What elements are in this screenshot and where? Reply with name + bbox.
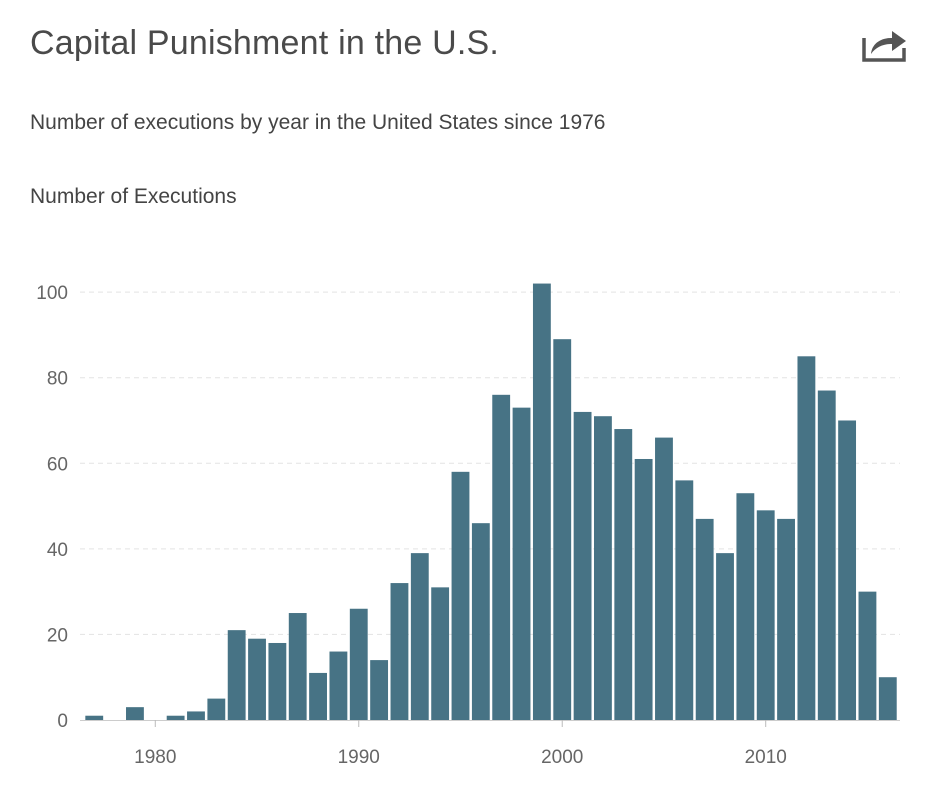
bar-1995[interactable] [451, 471, 470, 720]
y-axis-label: Number of Executions [30, 185, 237, 208]
bar-2002[interactable] [594, 416, 612, 720]
x-tick-label: 1990 [338, 747, 380, 768]
bar-2003[interactable] [614, 429, 633, 720]
bar-1991[interactable] [370, 660, 389, 720]
y-tick-label: 0 [57, 711, 68, 732]
bar-1984[interactable] [227, 630, 246, 720]
grid-lines [80, 291, 900, 635]
bar-1999[interactable] [532, 283, 551, 720]
bar-1997[interactable] [492, 394, 511, 720]
bar-2016[interactable] [878, 677, 897, 720]
bar-2015[interactable] [858, 591, 877, 720]
y-tick-label: 60 [47, 454, 68, 475]
bar-1993[interactable] [410, 553, 429, 720]
bar-1979[interactable] [126, 707, 144, 720]
bar-1996[interactable] [471, 523, 490, 720]
y-tick-label: 20 [47, 625, 68, 646]
bar-2012[interactable] [797, 356, 816, 720]
share-icon [862, 31, 906, 62]
bar-1988[interactable] [309, 672, 327, 720]
x-tick-label: 2000 [541, 747, 583, 768]
bar-1983[interactable] [207, 698, 226, 720]
bar-2004[interactable] [634, 458, 653, 720]
axes: 0 20 40 60 80 100 1980 1990 2000 2010 [36, 283, 900, 768]
y-tick-label: 80 [47, 369, 68, 390]
chart-title: Capital Punishment in the U.S. [30, 24, 500, 62]
bar-2011[interactable] [777, 518, 795, 720]
bar-2008[interactable] [716, 553, 734, 720]
bar-2000[interactable] [553, 339, 572, 720]
x-tick-label: 2010 [745, 747, 787, 768]
y-tick-label: 100 [36, 283, 68, 304]
bar-1990[interactable] [349, 608, 368, 720]
bar-1985[interactable] [248, 638, 266, 720]
bar-1977[interactable] [85, 715, 104, 720]
x-tick-label: 1980 [134, 747, 176, 768]
share-button[interactable] [860, 24, 910, 64]
bar-2001[interactable] [573, 411, 592, 720]
bar-2006[interactable] [675, 480, 694, 720]
chart-subtitle: Number of executions by year in the Unit… [30, 111, 606, 134]
bars [85, 283, 897, 720]
bar-1982[interactable] [187, 711, 205, 720]
bar-1989[interactable] [329, 651, 348, 720]
bar-2010[interactable] [756, 510, 775, 720]
bar-2007[interactable] [695, 518, 714, 720]
bar-2009[interactable] [736, 493, 755, 720]
bar-2014[interactable] [838, 420, 857, 720]
bar-1981[interactable] [166, 715, 185, 720]
bar-1998[interactable] [512, 407, 531, 720]
bar-1992[interactable] [390, 583, 409, 720]
bar-2005[interactable] [655, 437, 673, 720]
bar-1994[interactable] [431, 587, 450, 720]
bar-1987[interactable] [288, 613, 307, 720]
bar-1986[interactable] [268, 642, 287, 720]
y-tick-label: 40 [47, 540, 68, 561]
bar-2013[interactable] [817, 390, 836, 720]
